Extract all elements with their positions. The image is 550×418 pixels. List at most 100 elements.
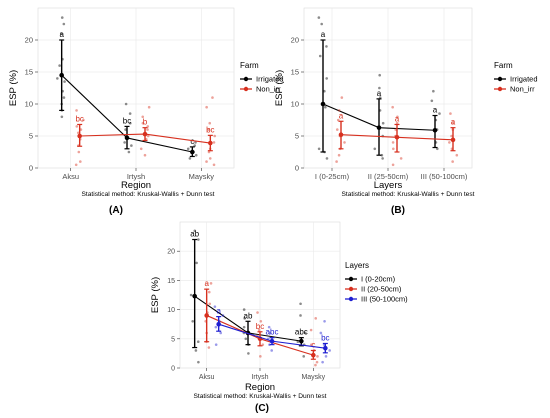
data-point [209, 282, 213, 285]
data-point [196, 340, 200, 344]
y-tick-label: 20 [291, 36, 299, 45]
data-point [268, 343, 271, 346]
data-point [141, 115, 145, 119]
mean-marker [204, 313, 209, 318]
panel-label: (A) [109, 205, 123, 216]
y-tick-label: 10 [167, 307, 175, 314]
data-point [62, 22, 66, 26]
significance-letter: bc [321, 333, 329, 342]
significance-letter: abc [266, 328, 279, 337]
data-point [381, 157, 384, 160]
data-point [243, 317, 246, 320]
y-tick-label: 0 [295, 164, 299, 173]
legend-swatch-marker [497, 76, 503, 82]
y-tick-label: 10 [25, 100, 33, 109]
data-point [381, 121, 385, 125]
data-point [314, 363, 317, 367]
x-tick-label: Aksu [199, 374, 215, 381]
significance-letter: a [59, 30, 64, 39]
method-caption: Statistical method: Kruskal-Wallis + Dun… [82, 191, 215, 198]
data-point [314, 317, 318, 320]
data-point [299, 302, 302, 306]
data-point [208, 302, 212, 306]
data-point [436, 147, 439, 151]
data-point [391, 141, 395, 144]
data-point [310, 343, 313, 346]
x-axis-title: Region [245, 382, 275, 393]
data-point [325, 77, 328, 80]
mean-marker [77, 133, 82, 139]
data-point [247, 352, 250, 355]
data-point [268, 331, 272, 335]
data-point [337, 153, 341, 157]
data-point [193, 229, 197, 233]
method-caption: Statistical method: Kruskal-Wallis + Dun… [342, 191, 475, 198]
data-point [448, 141, 451, 144]
data-point [242, 325, 246, 329]
data-point [207, 128, 210, 131]
data-point [242, 308, 246, 311]
legend-label: Non_irr [510, 85, 535, 94]
data-point [205, 105, 208, 109]
mean-marker [299, 338, 304, 344]
significance-letter: bc [256, 322, 264, 331]
data-point [74, 163, 78, 167]
mean-marker [338, 132, 344, 138]
significance-letter: ab [244, 311, 253, 320]
legend-label: Irrigated [256, 75, 284, 84]
data-point [205, 160, 208, 163]
data-point [208, 121, 212, 125]
data-point [123, 141, 126, 144]
y-tick-label: 0 [171, 366, 175, 373]
mean-marker [190, 149, 195, 155]
data-point [324, 355, 328, 358]
mean-marker [450, 137, 456, 143]
significance-letter: a [433, 106, 438, 115]
y-tick-label: 0 [29, 164, 33, 173]
data-point [194, 349, 198, 352]
legend-title: Layers [345, 261, 369, 270]
mean-marker [320, 101, 326, 107]
mean-marker [208, 140, 213, 146]
data-point [207, 290, 211, 294]
data-point [299, 314, 302, 317]
significance-letter: abc [295, 328, 308, 337]
data-point [56, 77, 59, 80]
data-point [259, 355, 262, 358]
data-point [146, 134, 150, 138]
x-tick-label: Maysky [189, 172, 215, 181]
data-point [257, 328, 261, 332]
data-point [194, 153, 198, 157]
y-axis-title: ESP (%) [274, 70, 285, 106]
data-point [213, 134, 217, 138]
data-point [186, 147, 190, 151]
mean-marker [124, 135, 130, 141]
significance-letter: a [204, 279, 209, 288]
data-point [214, 325, 218, 329]
data-point [124, 128, 127, 131]
y-tick-label: 5 [29, 132, 33, 141]
legend-title: Farm [240, 61, 259, 70]
significance-letter: a [377, 89, 382, 98]
data-point [395, 121, 399, 125]
data-point [270, 349, 273, 352]
y-tick-label: 15 [25, 68, 33, 77]
y-tick-label: 5 [171, 336, 175, 343]
data-point [214, 343, 218, 346]
data-point [143, 153, 147, 157]
data-point [450, 134, 453, 138]
data-point [378, 73, 381, 77]
data-point [60, 115, 64, 119]
legend-swatch-marker [497, 86, 503, 92]
mean-marker [192, 293, 197, 299]
data-point [219, 331, 222, 335]
data-point [60, 16, 64, 19]
legend-label: I (0-20cm) [361, 275, 396, 284]
y-tick-label: 20 [25, 36, 33, 45]
data-point [337, 109, 341, 112]
data-point [128, 112, 132, 115]
data-point [317, 147, 321, 151]
data-point [325, 157, 329, 160]
data-point [451, 121, 455, 125]
